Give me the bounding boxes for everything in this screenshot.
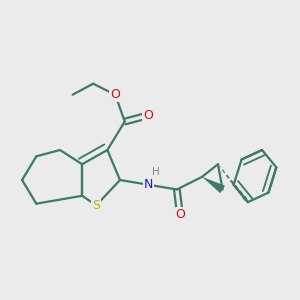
Text: O: O: [143, 109, 153, 122]
Text: S: S: [92, 199, 100, 212]
Text: O: O: [175, 208, 185, 221]
Polygon shape: [202, 177, 225, 193]
Text: H: H: [152, 167, 160, 177]
Text: N: N: [144, 178, 153, 191]
Text: O: O: [110, 88, 120, 101]
